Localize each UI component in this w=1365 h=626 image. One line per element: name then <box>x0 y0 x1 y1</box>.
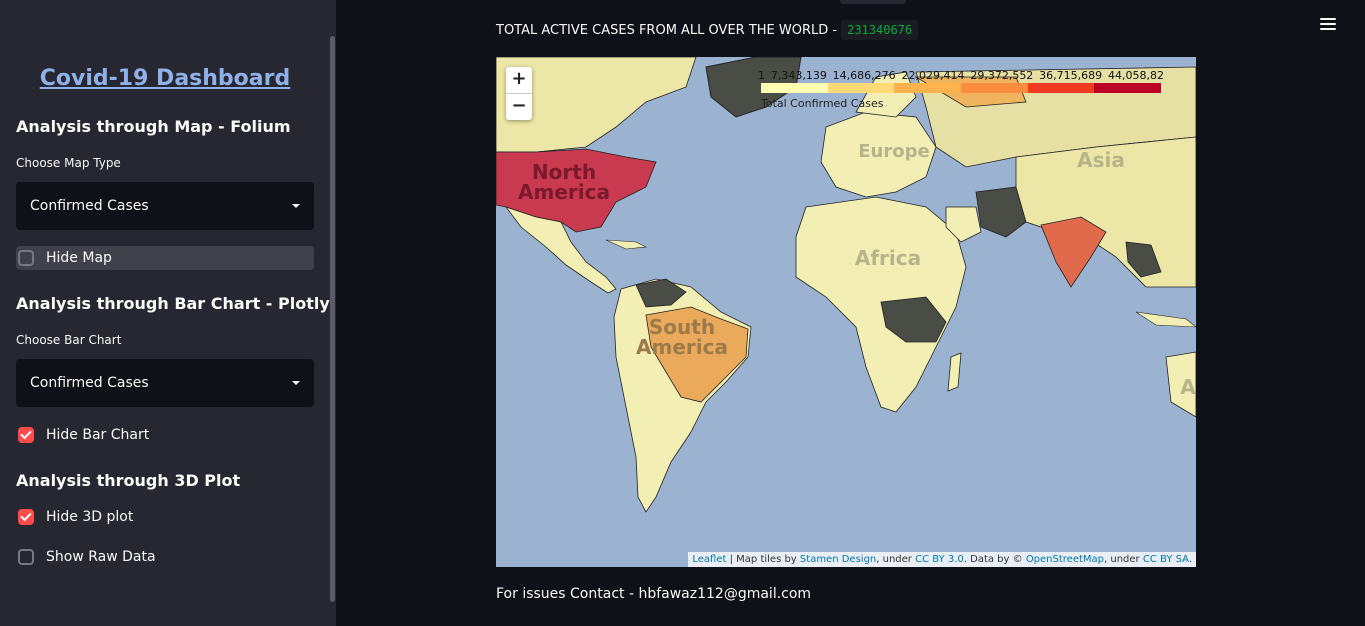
map-type-select[interactable]: Confirmed Cases <box>16 182 314 230</box>
hide-3d-plot-checkbox[interactable]: Hide 3D plot <box>16 505 133 529</box>
chevron-down-icon <box>292 204 300 208</box>
map-type-label: Choose Map Type <box>16 156 121 170</box>
legend-tick: 7,343,139 <box>770 69 827 82</box>
plot3d-section-heading: Analysis through 3D Plot <box>16 471 241 490</box>
checkbox-checked-icon <box>18 509 34 525</box>
ccby-link[interactable]: CC BY 3.0 <box>915 554 964 565</box>
map-section-heading: Analysis through Map - Folium <box>16 117 291 136</box>
bar-section-heading: Analysis through Bar Chart - Plotly <box>16 294 330 313</box>
stamen-link[interactable]: Stamen Design <box>799 554 877 565</box>
attribution-text: . <box>1188 554 1192 565</box>
legend-tick: 22,029,414 <box>901 69 965 82</box>
bar-chart-value: Confirmed Cases <box>30 375 149 391</box>
hide-map-label: Hide Map <box>46 250 112 266</box>
legend-tick: 1 <box>758 69 765 82</box>
legend-color-swatch <box>961 83 1028 93</box>
ccbysa-link[interactable]: CC BY SA <box>1142 554 1189 565</box>
hamburger-menu-icon[interactable] <box>1320 18 1336 34</box>
legend-tick: 29,372,552 <box>970 69 1034 82</box>
total-cases-line: TOTAL ACTIVE CASES FROM ALL OVER THE WOR… <box>496 18 919 42</box>
label-south-america: South <box>649 315 715 339</box>
legend-ticks: 1 7,343,139 14,686,276 22,029,414 29,372… <box>758 69 1164 82</box>
legend-tick: 36,715,689 <box>1039 69 1103 82</box>
map-type-value: Confirmed Cases <box>30 198 149 214</box>
label-europe: Europe <box>858 141 929 162</box>
zoom-out-button[interactable]: − <box>506 93 532 120</box>
total-cases-value: 231340676 <box>841 20 919 40</box>
legend-color-swatch <box>894 83 962 93</box>
zoom-in-button[interactable]: + <box>511 68 527 89</box>
label-australia: A <box>1180 375 1196 399</box>
checkbox-checked-icon <box>18 427 34 443</box>
map-legend: 1 7,343,139 14,686,276 22,029,414 29,372… <box>758 67 1196 117</box>
label-africa: Africa <box>855 246 921 270</box>
leaflet-link[interactable]: Leaflet <box>692 554 727 565</box>
show-raw-data-label: Show Raw Data <box>46 549 156 565</box>
label-asia: Asia <box>1077 148 1125 172</box>
legend-color-swatch <box>1094 83 1162 93</box>
checkbox-unchecked-icon <box>18 549 34 565</box>
map-attribution: Leaflet | Map tiles by Stamen Design, un… <box>688 552 1196 567</box>
legend-color-swatch <box>827 83 895 93</box>
checkbox-unchecked-icon <box>18 250 34 266</box>
hide-bar-chart-label: Hide Bar Chart <box>46 427 150 443</box>
show-raw-data-checkbox[interactable]: Show Raw Data <box>16 545 156 569</box>
label-north-america-2: America <box>518 180 610 204</box>
total-cases-label: TOTAL ACTIVE CASES FROM ALL OVER THE WOR… <box>496 22 838 38</box>
choropleth-map[interactable]: North America South America Europe Afric… <box>496 57 1196 567</box>
hide-3d-plot-label: Hide 3D plot <box>46 509 134 525</box>
map-tiles: North America South America Europe Afric… <box>496 57 1196 513</box>
attribution-text: | Map tiles by <box>729 554 797 565</box>
label-north-america: North <box>532 160 596 184</box>
top-scroll-tab <box>840 0 906 4</box>
sidebar-scrollbar[interactable] <box>330 36 335 602</box>
attribution-text: . Data by © <box>963 554 1023 565</box>
contact-text: For issues Contact - hbfawaz112@gmail.co… <box>496 586 812 602</box>
legend-tick: 14,686,276 <box>832 69 896 82</box>
chevron-down-icon <box>292 381 300 385</box>
legend-color-swatch <box>761 83 828 93</box>
legend-color-scale <box>761 83 1162 93</box>
bar-chart-label: Choose Bar Chart <box>16 333 122 347</box>
attribution-text: , under <box>876 554 912 565</box>
legend-caption: Total Confirmed Cases <box>761 97 884 110</box>
bar-chart-select[interactable]: Confirmed Cases <box>16 359 314 407</box>
sidebar: Covid-19 Dashboard Analysis through Map … <box>0 0 336 626</box>
map-zoom-control: + − <box>506 67 532 120</box>
label-south-america-2: America <box>636 335 728 359</box>
legend-color-swatch <box>1027 83 1095 93</box>
sidebar-title: Covid-19 Dashboard <box>39 66 291 91</box>
hide-map-checkbox[interactable]: Hide Map <box>16 246 314 270</box>
hide-bar-chart-checkbox[interactable]: Hide Bar Chart <box>16 423 149 447</box>
legend-tick: 44,058,82 <box>1107 69 1164 82</box>
attribution-text: , under <box>1104 554 1140 565</box>
osm-link[interactable]: OpenStreetMap <box>1025 554 1105 565</box>
